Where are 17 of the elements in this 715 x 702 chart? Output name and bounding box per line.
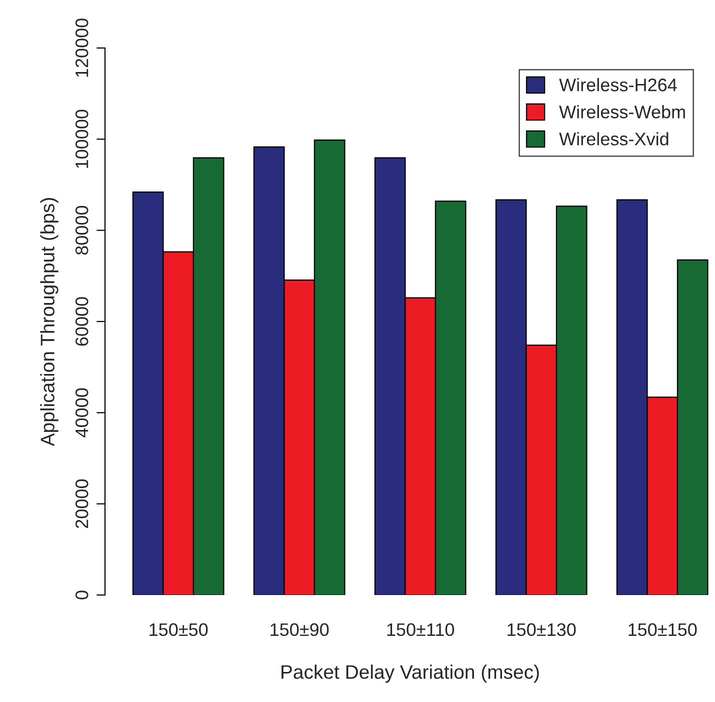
y-tick-label: 20000 <box>75 479 88 528</box>
x-tick-label: 150±50 <box>150 623 208 636</box>
legend-label: Wireless-H264 <box>559 78 677 92</box>
x-tick-label: 150±130 <box>508 623 576 636</box>
x-tick-label: 150±90 <box>270 623 329 636</box>
legend-label: Wireless-Xvid <box>559 132 668 146</box>
y-tick-label: 0 <box>75 590 88 600</box>
y-tick-label: 40000 <box>75 388 88 438</box>
x-tick-label: 150±150 <box>628 623 697 636</box>
y-tick-label: 80000 <box>75 206 88 255</box>
legend-label: Wireless-Webm <box>559 105 685 118</box>
x-tick-label: 150±110 <box>387 623 454 636</box>
y-tick-label: 120000 <box>75 18 88 77</box>
y-axis-title: Application Throughput (bps) <box>40 198 58 446</box>
y-tick-label: 60000 <box>75 297 88 346</box>
x-axis-title: Packet Delay Variation (msec) <box>282 664 539 683</box>
y-tick-label: 100000 <box>75 110 88 168</box>
